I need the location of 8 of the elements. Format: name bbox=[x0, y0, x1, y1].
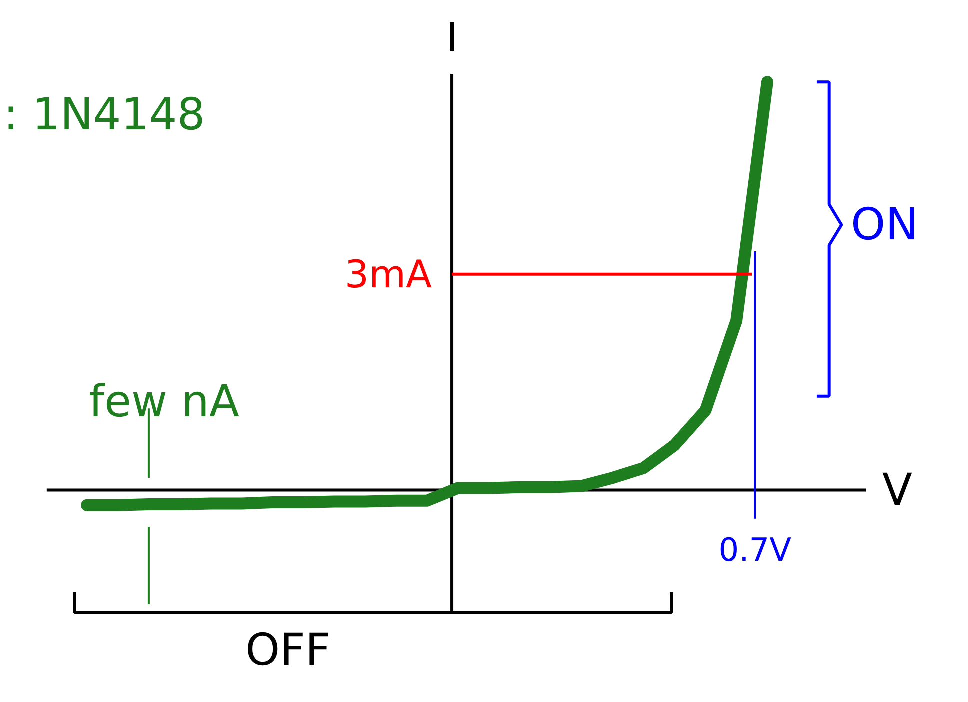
annotation: few nA bbox=[88, 376, 240, 428]
y-axis-title: I bbox=[446, 16, 458, 62]
text: OFF bbox=[245, 624, 331, 676]
text: 0.7V bbox=[718, 531, 792, 570]
ref-line-label: 3mA bbox=[344, 252, 432, 296]
x-axis-title: V bbox=[882, 464, 912, 516]
text: ON bbox=[850, 199, 919, 250]
annotation: : 1N4148 bbox=[4, 89, 206, 140]
